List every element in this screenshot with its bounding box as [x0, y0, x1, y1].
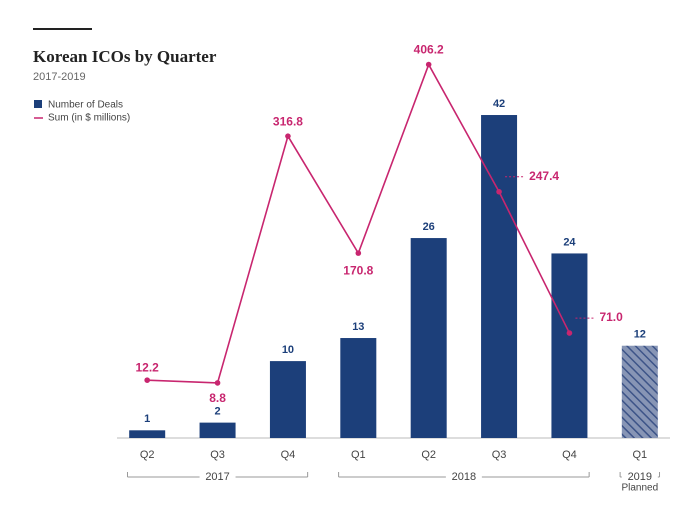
bar: [199, 422, 236, 438]
line-value-label: 170.8: [343, 263, 373, 277]
bar-value-label: 13: [352, 321, 364, 333]
bar: [269, 361, 306, 438]
line-point: [285, 133, 291, 139]
x-tick-label: Q3: [492, 449, 507, 461]
x-tick-label: Q1: [632, 449, 647, 461]
line-value-label: 406.2: [414, 43, 444, 57]
legend: Number of Deals Sum (in $ millions): [34, 100, 130, 124]
bar: [551, 253, 588, 438]
bar: [129, 430, 166, 438]
line-value-label: 12.2: [136, 360, 160, 374]
x-tick-label: Q2: [421, 449, 436, 461]
line-point: [425, 61, 432, 68]
line-point: [214, 380, 221, 386]
bar-value-label: 42: [493, 98, 505, 110]
x-tick-label: Q4: [562, 449, 577, 461]
line-value-label: 71.0: [599, 310, 623, 324]
line-value-label: 247.4: [529, 169, 559, 183]
line-point: [355, 250, 362, 256]
bar: [410, 238, 447, 438]
x-tick-label: Q3: [210, 449, 225, 461]
group-label: 2019: [628, 471, 652, 483]
bar-value-label: 26: [423, 221, 435, 233]
chart-subtitle: 2017-2019: [33, 71, 86, 83]
bar-value-label: 24: [563, 236, 576, 248]
bar-value-label: 2: [215, 406, 221, 418]
group-note: Planned: [621, 483, 658, 494]
line-point: [496, 188, 502, 195]
bar: [621, 345, 658, 438]
line-point: [144, 377, 150, 383]
bar: [340, 338, 377, 438]
bar-value-label: 10: [282, 344, 294, 356]
x-tick-label: Q4: [281, 449, 296, 461]
bar-value-label: 1: [144, 413, 150, 425]
bar-value-label: 12: [634, 329, 646, 341]
chart-title: Korean ICOs by Quarter: [33, 47, 217, 66]
legend-swatch: [34, 100, 42, 108]
legend-label: Sum (in $ millions): [48, 113, 130, 124]
legend-label: Number of Deals: [48, 100, 123, 111]
line-value-label: 8.8: [209, 391, 226, 405]
line-value-label: 316.8: [273, 114, 303, 128]
x-tick-label: Q1: [351, 449, 366, 461]
line-point: [566, 330, 573, 336]
bar: [481, 115, 518, 439]
group-label: 2017: [205, 471, 229, 483]
x-tick-label: Q2: [140, 449, 155, 461]
group-label: 2018: [452, 471, 476, 483]
